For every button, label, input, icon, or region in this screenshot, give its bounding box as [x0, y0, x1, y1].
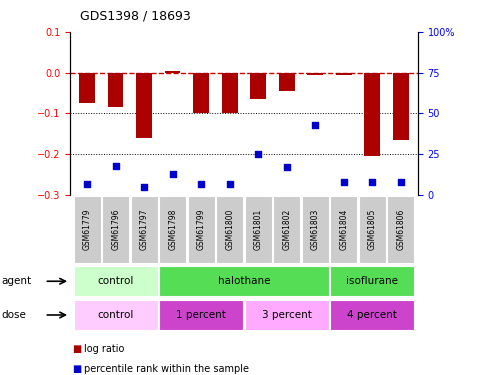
- Bar: [79, 73, 95, 103]
- Bar: [136, 73, 152, 138]
- Text: GSM61797: GSM61797: [140, 209, 149, 251]
- Point: [140, 184, 148, 190]
- Text: isoflurane: isoflurane: [346, 276, 398, 286]
- Text: GSM61802: GSM61802: [282, 209, 291, 251]
- Text: 1 percent: 1 percent: [176, 310, 226, 320]
- Bar: [102, 196, 129, 263]
- Text: control: control: [98, 276, 134, 286]
- Text: ■: ■: [72, 344, 82, 354]
- Bar: [330, 266, 414, 296]
- Point: [397, 179, 405, 185]
- Bar: [188, 196, 214, 263]
- Bar: [364, 73, 380, 156]
- Bar: [393, 73, 409, 140]
- Text: GSM61806: GSM61806: [396, 209, 405, 251]
- Bar: [159, 300, 243, 330]
- Point: [83, 181, 91, 187]
- Text: halothane: halothane: [218, 276, 270, 286]
- Bar: [245, 300, 328, 330]
- Point: [197, 181, 205, 187]
- Bar: [193, 73, 209, 113]
- Point: [112, 163, 119, 169]
- Bar: [336, 73, 352, 75]
- Bar: [74, 266, 157, 296]
- Bar: [359, 196, 385, 263]
- Text: dose: dose: [1, 310, 26, 320]
- Bar: [302, 196, 328, 263]
- Text: 4 percent: 4 percent: [347, 310, 397, 320]
- Bar: [250, 73, 266, 99]
- Text: GSM61801: GSM61801: [254, 209, 263, 251]
- Point: [312, 122, 319, 128]
- Text: agent: agent: [1, 276, 31, 286]
- Text: 3 percent: 3 percent: [262, 310, 312, 320]
- Bar: [74, 300, 157, 330]
- Text: GSM61796: GSM61796: [111, 209, 120, 251]
- Text: control: control: [98, 310, 134, 320]
- Text: GSM61779: GSM61779: [83, 209, 92, 251]
- Bar: [307, 73, 323, 75]
- Bar: [245, 196, 271, 263]
- Text: GSM61800: GSM61800: [225, 209, 234, 251]
- Text: GSM61803: GSM61803: [311, 209, 320, 251]
- Bar: [108, 73, 124, 107]
- Point: [369, 179, 376, 185]
- Text: GSM61799: GSM61799: [197, 209, 206, 251]
- Bar: [165, 70, 181, 73]
- Bar: [216, 196, 243, 263]
- Bar: [159, 196, 186, 263]
- Text: GSM61804: GSM61804: [339, 209, 348, 251]
- Point: [340, 179, 348, 185]
- Text: GDS1398 / 18693: GDS1398 / 18693: [80, 9, 190, 22]
- Bar: [387, 196, 414, 263]
- Point: [226, 181, 233, 187]
- Bar: [330, 196, 357, 263]
- Bar: [159, 266, 328, 296]
- Text: ■: ■: [72, 364, 82, 374]
- Bar: [222, 73, 238, 113]
- Text: percentile rank within the sample: percentile rank within the sample: [84, 364, 249, 374]
- Text: GSM61805: GSM61805: [368, 209, 377, 251]
- Bar: [131, 196, 157, 263]
- Point: [169, 171, 176, 177]
- Bar: [279, 73, 295, 91]
- Point: [283, 164, 291, 170]
- Text: log ratio: log ratio: [84, 344, 124, 354]
- Bar: [330, 300, 414, 330]
- Text: GSM61798: GSM61798: [168, 209, 177, 251]
- Bar: [74, 196, 100, 263]
- Point: [255, 151, 262, 157]
- Bar: [273, 196, 300, 263]
